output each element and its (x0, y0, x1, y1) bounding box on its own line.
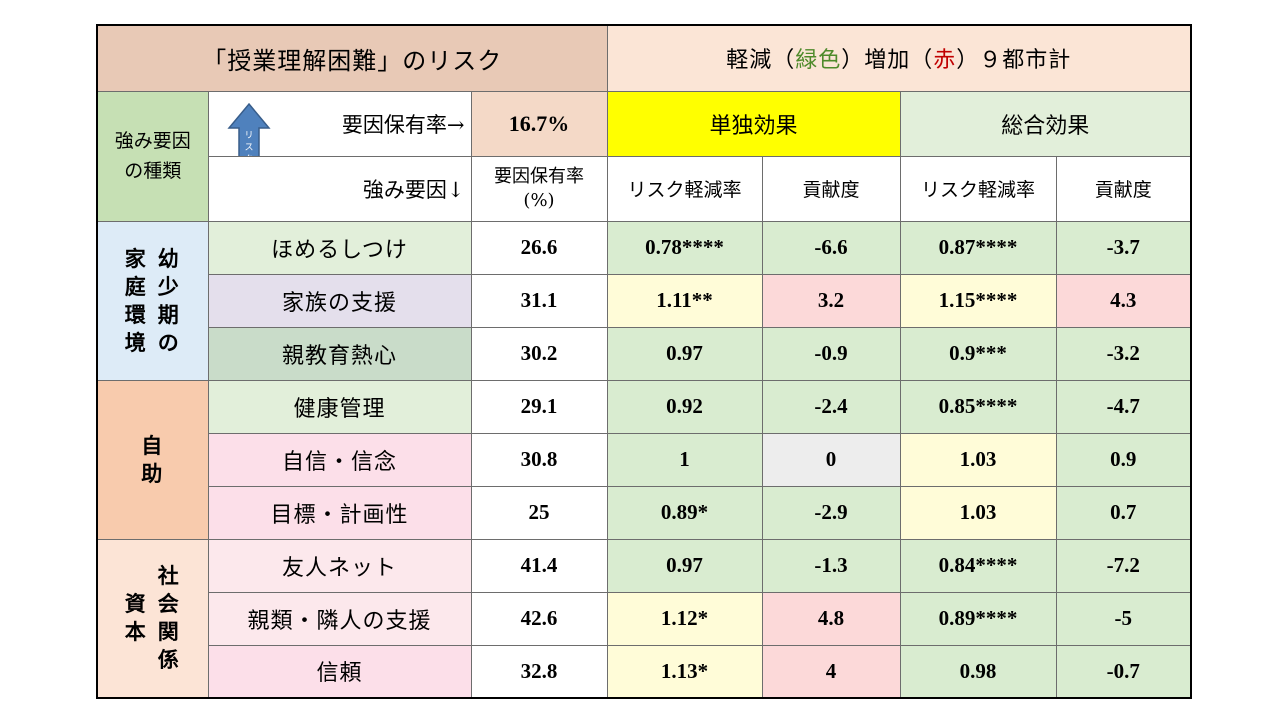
factor-name: 親類・隣人の支援 (207, 591, 472, 646)
single-contribution: 0 (761, 432, 901, 487)
factor-name: 友人ネット (207, 538, 472, 593)
holding-rate-label: 要因保有率→ (341, 112, 465, 137)
total-contribution: -3.7 (1055, 220, 1192, 275)
factor-label-cell: 強み要因↓ (207, 155, 472, 222)
rate-value: 25 (470, 485, 608, 540)
total-reduction: 1.15**** (899, 273, 1057, 328)
group-label-social-capital: 資 本 社 会 関 係 (96, 538, 209, 699)
total-contribution: 4.3 (1055, 273, 1192, 328)
total-reduction: 1.03 (899, 485, 1057, 540)
group-label-self-help: 自 助 (96, 379, 209, 540)
total-contribution: -0.7 (1055, 644, 1192, 699)
factor-label: 強み要因↓ (362, 177, 465, 202)
title-row: 「授業理解困難」のリスク 軽減（緑色）増加（赤）９都市計 (96, 24, 1192, 92)
single-reduction: 0.92 (606, 379, 763, 434)
table-row: 目標・計画性 25 0.89* -2.9 1.03 0.7 (97, 485, 1192, 540)
factor-name: 親教育熱心 (207, 326, 472, 381)
table-row: 自信・信念 30.8 1 0 1.03 0.9 (97, 432, 1192, 487)
total-reduction: 0.85**** (899, 379, 1057, 434)
single-effect-header: 単独効果 (606, 90, 901, 157)
header-row-1: 強み要因 の種類 リ ス ク 軽 減 要因保有率→ 16.7% 単独効果 総合効… (96, 90, 1192, 222)
single-reduction: 0.89* (606, 485, 763, 540)
total-contribution: -7.2 (1055, 538, 1192, 593)
single-reduction: 1.11** (606, 273, 763, 328)
single-reduction: 0.78**** (606, 220, 763, 275)
single-contribution: -6.6 (761, 220, 901, 275)
risk-table: 「授業理解困難」のリスク 軽減（緑色）増加（赤）９都市計 強み要因 の種類 リ … (96, 24, 1192, 699)
col-total-reduction: リスク軽減率 (899, 155, 1057, 222)
group-label-early-family: 家 庭 環 境 幼 少 期 の (96, 220, 209, 381)
total-reduction: 0.98 (899, 644, 1057, 699)
risk-reduction-arrow-icon: リ ス ク 軽 減 (226, 102, 271, 157)
single-contribution: -0.9 (761, 326, 901, 381)
factor-name: 家族の支援 (207, 273, 472, 328)
col-total-contribution: 貢献度 (1055, 155, 1192, 222)
single-reduction: 0.97 (606, 538, 763, 593)
kind-header: 強み要因 の種類 (96, 90, 209, 222)
total-contribution: 0.7 (1055, 485, 1192, 540)
rate-value: 29.1 (470, 379, 608, 434)
total-contribution: -5 (1055, 591, 1192, 646)
rate-value: 30.2 (470, 326, 608, 381)
holding-rate-value: 16.7% (470, 90, 608, 157)
rate-value: 42.6 (470, 591, 608, 646)
table-row: 信頼 32.8 1.13* 4 0.98 -0.7 (97, 644, 1192, 699)
total-contribution: -3.2 (1055, 326, 1192, 381)
total-reduction: 0.89**** (899, 591, 1057, 646)
svg-text:ス: ス (244, 143, 253, 153)
single-reduction: 1.12* (606, 591, 763, 646)
col-single-contribution: 貢献度 (761, 155, 901, 222)
table-row: 家 庭 環 境 幼 少 期 の ほめるしつけ 26.6 0.78**** -6.… (96, 220, 1192, 381)
total-effect-header: 総合効果 (899, 90, 1192, 157)
total-contribution: -4.7 (1055, 379, 1192, 434)
single-reduction: 0.97 (606, 326, 763, 381)
factor-name: 目標・計画性 (207, 485, 472, 540)
single-contribution: -1.3 (761, 538, 901, 593)
color-legend: 軽減（緑色）増加（赤）９都市計 (606, 24, 1192, 92)
rate-value: 30.8 (470, 432, 608, 487)
total-reduction: 0.9*** (899, 326, 1057, 381)
header-row-2: 強み要因↓ 要因保有率 (%) リスク軽減率 貢献度 リスク軽減率 貢献度 (97, 155, 1192, 222)
total-reduction: 0.87**** (899, 220, 1057, 275)
col-single-reduction: リスク軽減率 (606, 155, 763, 222)
single-contribution: 4 (761, 644, 901, 699)
svg-text:リ: リ (244, 131, 253, 141)
table-row: 自 助 健康管理 29.1 0.92 -2.4 0.85**** -4.7 (96, 379, 1192, 540)
total-reduction: 1.03 (899, 432, 1057, 487)
factor-name: ほめるしつけ (207, 220, 472, 275)
single-reduction: 1.13* (606, 644, 763, 699)
total-reduction: 0.84**** (899, 538, 1057, 593)
table-row: 資 本 社 会 関 係 友人ネット 41.4 0.97 -1.3 0.84***… (96, 538, 1192, 699)
table-row: 親教育熱心 30.2 0.97 -0.9 0.9*** -3.2 (97, 326, 1192, 381)
rate-value: 26.6 (470, 220, 608, 275)
single-contribution: -2.4 (761, 379, 901, 434)
single-contribution: 4.8 (761, 591, 901, 646)
holding-rate-label-cell: リ ス ク 軽 減 要因保有率→ (207, 90, 472, 157)
rate-value: 41.4 (470, 538, 608, 593)
svg-text:ク: ク (244, 154, 253, 157)
rate-value: 31.1 (470, 273, 608, 328)
single-contribution: 3.2 (761, 273, 901, 328)
factor-name: 信頼 (207, 644, 472, 699)
rate-value: 32.8 (470, 644, 608, 699)
col-rate-header: 要因保有率 (%) (470, 155, 608, 222)
total-contribution: 0.9 (1055, 432, 1192, 487)
factor-name: 健康管理 (207, 379, 472, 434)
factor-name: 自信・信念 (207, 432, 472, 487)
single-reduction: 1 (606, 432, 763, 487)
single-contribution: -2.9 (761, 485, 901, 540)
table-row: 親類・隣人の支援 42.6 1.12* 4.8 0.89**** -5 (97, 591, 1192, 646)
table-row: 家族の支援 31.1 1.11** 3.2 1.15**** 4.3 (97, 273, 1192, 328)
table-title: 「授業理解困難」のリスク (96, 24, 608, 92)
